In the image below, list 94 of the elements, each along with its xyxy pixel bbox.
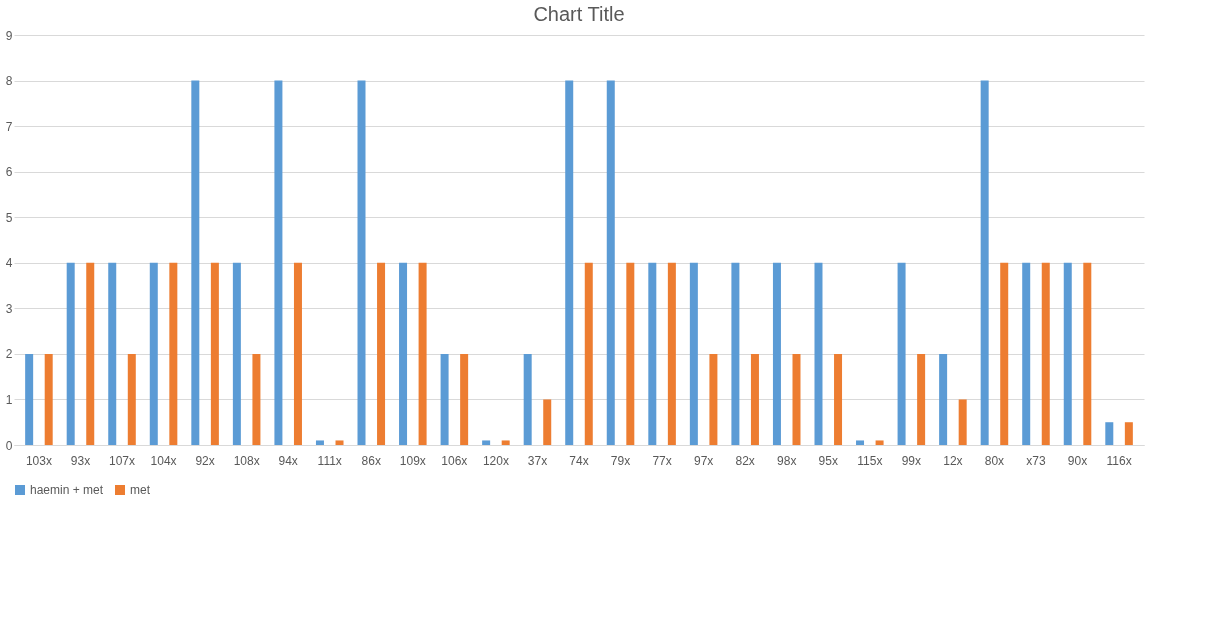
bar: [709, 353, 718, 445]
bar: [856, 440, 865, 445]
x-tick-label: 108x: [233, 453, 260, 468]
x-tick-label: 116x: [1106, 453, 1132, 468]
bar: [1124, 422, 1133, 445]
x-tick-label: x73: [1026, 453, 1046, 468]
x-tick-label: 106x: [441, 453, 468, 468]
bar: [980, 80, 989, 445]
bar: [814, 262, 823, 445]
x-tick-label: 79x: [610, 453, 631, 468]
y-tick-label: 0: [5, 438, 13, 453]
bar: [66, 262, 75, 445]
bar: [584, 262, 593, 445]
bar: [1105, 422, 1114, 445]
x-tick-label: 92x: [195, 453, 215, 468]
bar: [440, 353, 449, 445]
x-tick-label: 82x: [735, 453, 755, 468]
x-tick-label: 111x: [317, 453, 342, 468]
bar: [25, 353, 34, 445]
x-tick-label: 95x: [818, 453, 838, 468]
bar: [335, 440, 344, 445]
bar: [418, 262, 427, 445]
bar: [482, 440, 491, 445]
y-tick-label: 4: [5, 256, 13, 271]
bar: [834, 353, 843, 445]
legend-label: haemin + met: [30, 483, 104, 497]
bar: [875, 440, 884, 445]
bar: [127, 353, 136, 445]
y-tick-label: 6: [5, 165, 13, 180]
bar: [772, 262, 781, 445]
x-tick-label: 103x: [25, 453, 52, 468]
bar: [191, 80, 200, 445]
x-tick-label: 115x: [857, 453, 883, 468]
bar: [399, 262, 408, 445]
y-tick-label: 7: [5, 119, 13, 134]
x-tick-label: 99x: [901, 453, 922, 468]
bar: [606, 80, 615, 445]
y-tick-label: 1: [5, 392, 13, 407]
bar: [1022, 262, 1031, 445]
bar: [501, 440, 510, 445]
bar: [460, 353, 469, 445]
x-tick-label: 107x: [109, 453, 136, 468]
x-tick-label: 86x: [361, 453, 381, 468]
y-tick-label: 2: [5, 347, 13, 362]
bar: [731, 262, 740, 445]
legend-label: met: [130, 483, 151, 497]
bar: [1000, 262, 1009, 445]
bar: [1063, 262, 1072, 445]
x-tick-label: 90x: [1067, 453, 1088, 468]
bar: [377, 262, 386, 445]
bar: [897, 262, 906, 445]
bar: [626, 262, 635, 445]
bar: [44, 353, 53, 445]
bar: [293, 262, 302, 445]
bar: [565, 80, 574, 445]
x-tick-label: 93x: [70, 453, 91, 468]
bar: [108, 262, 117, 445]
y-tick-label: 3: [5, 301, 13, 316]
x-tick-label: 109x: [399, 453, 426, 468]
bar: [958, 399, 967, 445]
y-tick-label: 9: [5, 28, 13, 43]
y-tick-label: 5: [5, 210, 13, 225]
x-tick-label: 94x: [278, 453, 298, 468]
bar: [210, 262, 219, 445]
x-tick-label: 80x: [984, 453, 1005, 468]
x-tick-label: 37x: [527, 453, 548, 468]
x-tick-label: 12x: [943, 453, 963, 468]
bar: [667, 262, 676, 445]
bar: [274, 80, 283, 445]
bar: [252, 353, 261, 445]
bar: [86, 262, 95, 445]
x-tick-label: 74x: [569, 453, 589, 468]
bar: [357, 80, 366, 445]
bar: [917, 353, 926, 445]
bar: [149, 262, 158, 445]
bar: [750, 353, 759, 445]
chart-title: Chart Title: [533, 3, 625, 25]
bar: [1041, 262, 1050, 445]
x-tick-label: 77x: [652, 453, 672, 468]
bar: [169, 262, 178, 445]
bar: [1083, 262, 1092, 445]
bar: [232, 262, 241, 445]
bar: [689, 262, 698, 445]
x-tick-label: 97x: [693, 453, 714, 468]
y-tick-label: 8: [5, 74, 13, 89]
x-tick-label: 98x: [777, 453, 797, 468]
bar: [939, 353, 948, 445]
bar: [543, 399, 552, 445]
x-tick-label: 120x: [482, 453, 509, 468]
bar: [315, 440, 324, 445]
bar: [648, 262, 657, 445]
bar: [523, 353, 532, 445]
bar: [792, 353, 801, 445]
x-tick-label: 104x: [150, 453, 177, 468]
